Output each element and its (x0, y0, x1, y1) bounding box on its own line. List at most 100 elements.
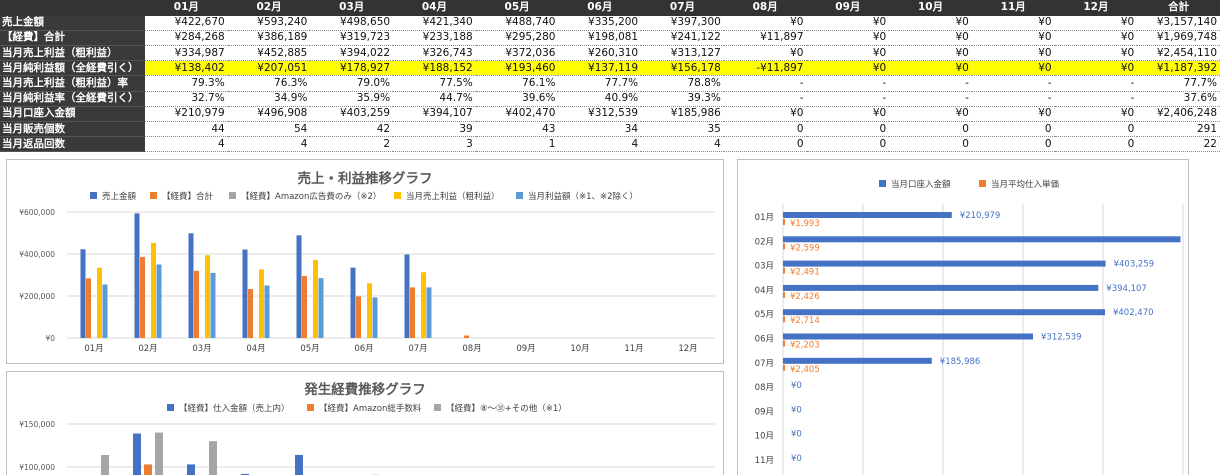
table-cell[interactable]: ¥0 (971, 45, 1055, 62)
table-cell[interactable]: 0 (971, 121, 1055, 138)
table-cell[interactable]: ¥0 (971, 60, 1055, 77)
table-cell[interactable]: 77.7% (558, 75, 642, 92)
table-cell[interactable]: ¥402,470 (475, 106, 559, 123)
table-cell[interactable]: ¥0 (1054, 15, 1138, 31)
table-cell[interactable]: ¥422,670 (145, 15, 228, 31)
table-cell[interactable]: ¥0 (806, 106, 890, 123)
table-cell[interactable]: 2 (310, 136, 394, 153)
table-cell[interactable]: ¥0 (806, 30, 890, 47)
table-cell[interactable]: - (971, 75, 1055, 92)
table-cell[interactable]: ¥3,157,140 (1137, 15, 1220, 31)
table-cell[interactable]: 42 (310, 121, 394, 138)
sales-profit-chart[interactable]: 売上・利益推移グラフ 売上金額 【経費】合計 【経費】Amazon広告費のみ（※2） 当… (6, 159, 724, 364)
table-cell[interactable]: ¥326,743 (393, 45, 476, 62)
table-cell[interactable]: ¥0 (889, 30, 972, 47)
table-cell[interactable]: - (806, 91, 890, 107)
table-cell[interactable]: ¥284,268 (145, 30, 228, 47)
table-cell[interactable]: ¥0 (806, 45, 890, 62)
table-cell[interactable]: ¥138,402 (145, 60, 228, 77)
table-cell[interactable]: ¥593,240 (227, 15, 311, 31)
table-cell[interactable]: ¥0 (723, 45, 807, 62)
table-cell[interactable]: ¥0 (971, 15, 1055, 31)
table-cell[interactable]: ¥498,650 (310, 15, 394, 31)
table-cell[interactable]: 0 (1054, 121, 1138, 138)
table-cell[interactable]: ¥335,200 (558, 15, 642, 31)
table-cell[interactable]: 4 (145, 136, 228, 153)
table-cell[interactable]: ¥0 (971, 30, 1055, 47)
table-cell[interactable]: ¥178,927 (310, 60, 394, 77)
table-cell[interactable]: 39.3% (641, 91, 724, 107)
table-cell[interactable]: 43 (475, 121, 559, 138)
table-cell[interactable]: ¥496,908 (227, 106, 311, 123)
table-cell[interactable]: 77.7% (1137, 75, 1220, 92)
table-cell[interactable]: 32.7% (145, 91, 228, 107)
table-cell[interactable]: ¥0 (971, 106, 1055, 123)
table-cell[interactable]: 3 (393, 136, 476, 153)
table-cell[interactable]: ¥185,986 (641, 106, 724, 123)
expense-chart[interactable]: 発生経費推移グラフ 【経費】仕入金額（売上内） 【経費】Amazon総手数料 【経費】… (6, 371, 724, 475)
table-cell[interactable]: ¥488,740 (475, 15, 559, 31)
table-cell[interactable]: 35.9% (310, 91, 394, 107)
table-cell[interactable]: ¥0 (1054, 106, 1138, 123)
table-cell[interactable]: 54 (227, 121, 311, 138)
table-cell[interactable]: 37.6% (1137, 91, 1220, 107)
table-cell[interactable]: ¥0 (889, 106, 972, 123)
table-cell[interactable]: ¥241,122 (641, 30, 724, 47)
table-cell[interactable]: 39 (393, 121, 476, 138)
table-cell[interactable]: 34 (558, 121, 642, 138)
table-cell[interactable]: ¥0 (1054, 30, 1138, 47)
table-cell[interactable]: ¥193,460 (475, 60, 559, 77)
table-cell[interactable]: ¥0 (889, 15, 972, 31)
table-cell[interactable]: - (971, 91, 1055, 107)
table-cell[interactable]: ¥319,723 (310, 30, 394, 47)
table-cell[interactable]: 76.1% (475, 75, 559, 92)
table-cell[interactable]: 22 (1137, 136, 1220, 153)
table-cell[interactable]: - (1054, 75, 1138, 92)
table-cell[interactable]: ¥260,310 (558, 45, 642, 62)
table-cell[interactable]: - (806, 75, 890, 92)
table-cell[interactable]: ¥0 (889, 60, 972, 77)
table-cell[interactable]: ¥0 (806, 15, 890, 31)
table-cell[interactable]: 77.5% (393, 75, 476, 92)
table-cell[interactable]: ¥372,036 (475, 45, 559, 62)
table-cell[interactable]: 0 (723, 136, 807, 153)
table-cell[interactable]: 291 (1137, 121, 1220, 138)
table-cell[interactable]: - (1054, 91, 1138, 107)
table-cell[interactable]: ¥403,259 (310, 106, 394, 123)
table-cell[interactable]: 44 (145, 121, 228, 138)
table-cell[interactable]: -¥11,897 (723, 60, 807, 77)
table-cell[interactable]: ¥1,969,748 (1137, 30, 1220, 47)
table-cell[interactable]: 0 (806, 121, 890, 138)
table-cell[interactable]: ¥233,188 (393, 30, 476, 47)
table-cell[interactable]: 76.3% (227, 75, 311, 92)
table-cell[interactable]: ¥137,119 (558, 60, 642, 77)
table-cell[interactable]: ¥0 (889, 45, 972, 62)
table-cell[interactable]: ¥2,406,248 (1137, 106, 1220, 123)
table-cell[interactable]: ¥452,885 (227, 45, 311, 62)
table-cell[interactable]: 44.7% (393, 91, 476, 107)
table-cell[interactable]: ¥0 (1054, 45, 1138, 62)
table-cell[interactable]: 0 (723, 121, 807, 138)
table-cell[interactable]: ¥394,022 (310, 45, 394, 62)
table-cell[interactable]: 34.9% (227, 91, 311, 107)
table-cell[interactable]: 1 (475, 136, 559, 153)
table-cell[interactable]: ¥198,081 (558, 30, 642, 47)
table-cell[interactable]: - (889, 75, 972, 92)
table-cell[interactable]: ¥210,979 (145, 106, 228, 123)
table-cell[interactable]: ¥0 (723, 15, 807, 31)
table-cell[interactable]: 0 (889, 121, 972, 138)
table-cell[interactable]: 40.9% (558, 91, 642, 107)
table-cell[interactable]: ¥0 (1054, 60, 1138, 77)
table-cell[interactable]: ¥394,107 (393, 106, 476, 123)
table-cell[interactable]: ¥421,340 (393, 15, 476, 31)
table-cell[interactable]: 35 (641, 121, 724, 138)
table-cell[interactable]: ¥2,454,110 (1137, 45, 1220, 62)
table-cell[interactable]: 0 (806, 136, 890, 153)
table-cell[interactable]: ¥156,178 (641, 60, 724, 77)
table-cell[interactable]: ¥295,280 (475, 30, 559, 47)
table-cell[interactable]: 39.6% (475, 91, 559, 107)
table-cell[interactable]: ¥386,189 (227, 30, 311, 47)
table-cell[interactable]: 4 (558, 136, 642, 153)
table-cell[interactable]: ¥188,152 (393, 60, 476, 77)
table-cell[interactable]: 78.8% (641, 75, 724, 92)
